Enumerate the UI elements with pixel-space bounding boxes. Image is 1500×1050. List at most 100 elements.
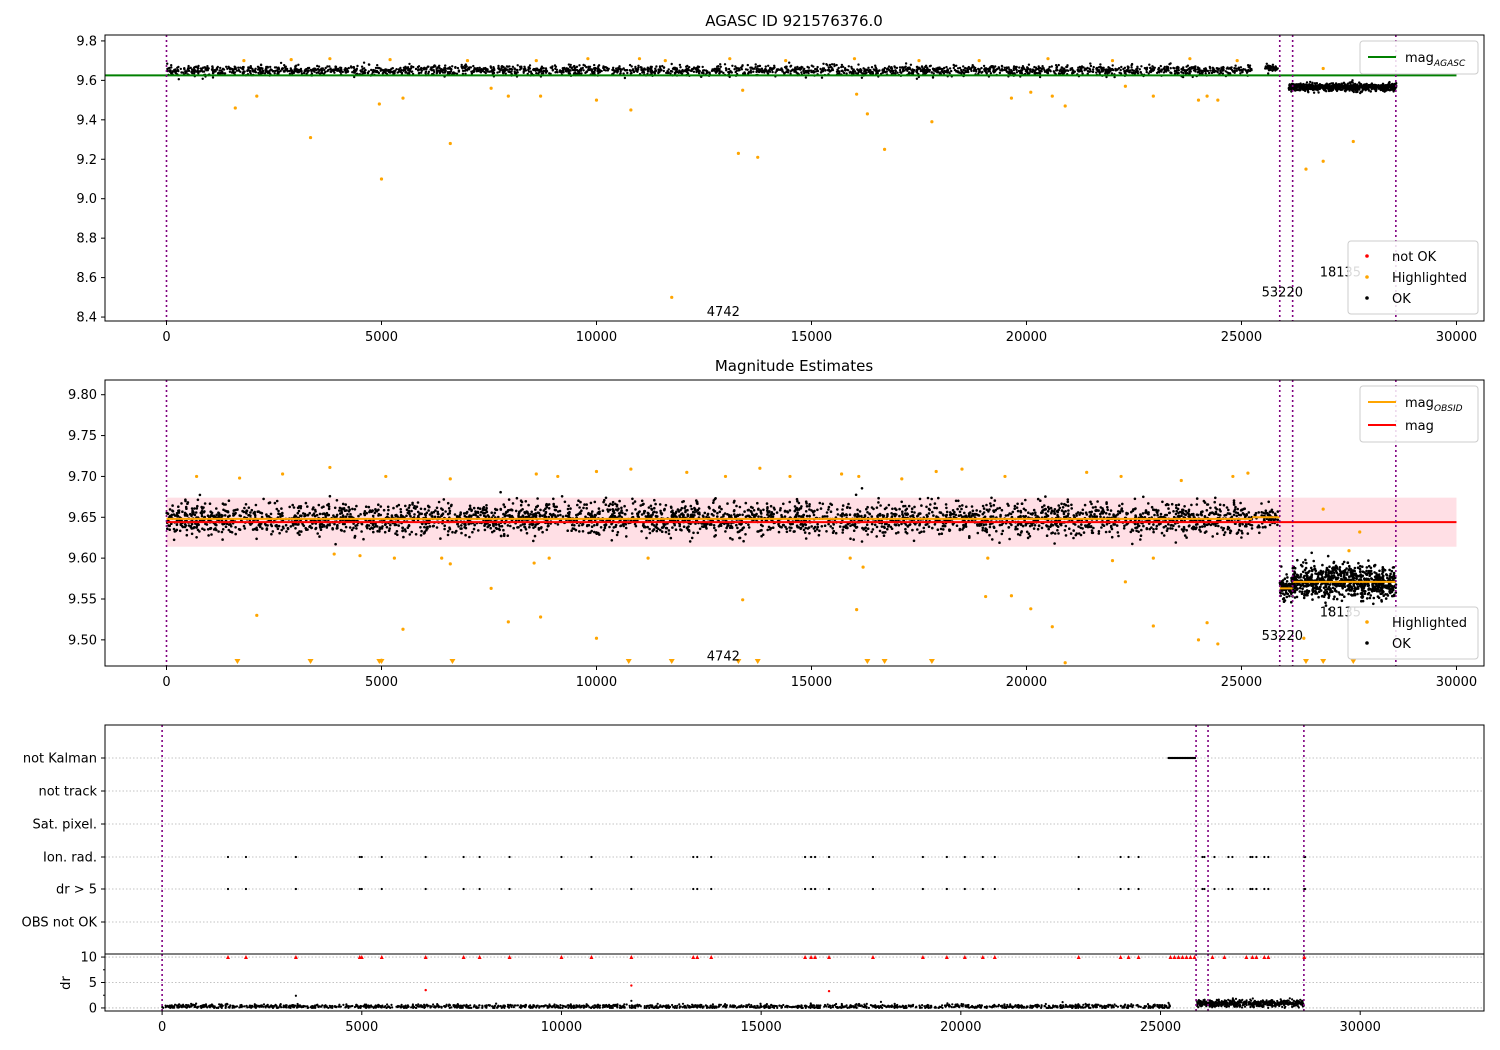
middle-ok-point	[1092, 526, 1095, 530]
top-ok-point	[890, 66, 893, 69]
top-ok-point	[1340, 85, 1344, 89]
top-ok-point	[1348, 85, 1351, 88]
middle-ok-point	[413, 504, 416, 508]
top-ok-point	[1200, 71, 1204, 75]
middle-ok-point	[1058, 506, 1062, 510]
top-ok-point	[1366, 86, 1369, 90]
top-ok-point	[1348, 89, 1351, 92]
top-ok-point	[690, 69, 693, 73]
middle-ok-point	[674, 528, 678, 531]
middle-ok-point	[765, 502, 769, 505]
top-ok-point	[642, 69, 645, 73]
top-ok-point	[346, 70, 350, 74]
top-ok-point	[819, 67, 822, 71]
top-ok-point	[414, 67, 418, 71]
top-ok-point	[800, 67, 803, 70]
middle-ok-point	[718, 510, 722, 514]
middle-ok-point	[487, 515, 491, 518]
top-ok-point	[1110, 72, 1114, 75]
top-ok-point	[1149, 66, 1152, 70]
top-ok-point	[1098, 71, 1102, 74]
middle-ok-point	[500, 524, 504, 528]
top-ok-point	[1272, 67, 1275, 70]
top-ok-point	[1062, 67, 1066, 70]
middle-ok-point	[832, 523, 835, 526]
middle-ok-point	[975, 509, 978, 512]
top-ok-point	[946, 71, 949, 74]
top-ok-point	[426, 65, 429, 68]
top-ok-point	[1001, 65, 1004, 68]
middle-ok-point	[383, 530, 387, 534]
middle-ok-point	[362, 537, 365, 541]
top-ok-point	[213, 69, 217, 72]
middle-ok-point	[788, 500, 791, 504]
top-ok-point	[168, 70, 171, 73]
top-ok-point	[1198, 67, 1201, 70]
top-ok-point	[807, 71, 810, 75]
top-ok-point	[430, 68, 433, 71]
middle-ok-point	[659, 528, 662, 532]
top-ok-point	[1058, 72, 1062, 75]
top-ok-point	[283, 66, 287, 69]
top-ok-point	[326, 69, 329, 73]
top-ok-point	[1038, 71, 1041, 74]
top-ok-point	[283, 69, 286, 73]
top-ok-point	[901, 66, 904, 69]
top-ok-point	[335, 68, 338, 71]
top-ok-point	[831, 68, 835, 72]
middle-ok-point	[961, 528, 964, 531]
top-ok-point	[859, 68, 862, 71]
middle-ok-point	[825, 515, 829, 518]
middle-ok-point	[757, 515, 760, 518]
middle-ok-point	[423, 525, 426, 529]
top-ok-point	[1219, 71, 1222, 74]
middle-ok-point	[1046, 510, 1050, 513]
top-ok-point	[406, 66, 410, 69]
middle-ok-point	[744, 533, 747, 536]
top-ok-point	[542, 70, 545, 73]
top-ok-point	[433, 70, 436, 74]
middle-ok-point	[1222, 527, 1226, 530]
top-line-legend: mag AGASC	[1359, 40, 1479, 75]
middle-ok-point	[712, 524, 716, 527]
top-ok-point	[626, 71, 629, 75]
top-ok-point	[1136, 70, 1140, 73]
top-ok-point	[829, 65, 832, 69]
top-ok-point	[1381, 89, 1385, 93]
top-ok-point	[1060, 70, 1063, 73]
top-ok-point	[1382, 84, 1386, 87]
top-ok-point	[502, 72, 505, 75]
middle-ok-point	[655, 529, 659, 533]
middle-ok-point	[566, 529, 569, 532]
top-ok-point	[697, 72, 701, 75]
top-ok-point	[457, 70, 461, 73]
top-ok-point	[288, 72, 292, 76]
top-highlighted-point	[663, 59, 667, 63]
middle-ok-point	[624, 526, 628, 530]
top-ok-point	[383, 69, 387, 73]
top-ok-point	[896, 71, 899, 74]
middle-ok-point	[795, 497, 799, 501]
middle-ok-point	[351, 507, 354, 511]
top-ok-point	[1293, 83, 1297, 86]
top-ok-point	[1222, 65, 1225, 69]
middle-ok-point	[405, 508, 409, 512]
top-highlighted-point	[1304, 167, 1308, 171]
middle-ok-point	[318, 512, 322, 516]
top-ok-point	[906, 69, 909, 73]
top-highlighted-point	[401, 96, 405, 100]
top-ok-point	[273, 72, 276, 75]
top-highlighted-point	[855, 92, 859, 96]
top-ok-point	[1012, 72, 1015, 75]
middle-ok-point	[468, 535, 471, 539]
middle-ok-point	[804, 510, 808, 513]
top-ok-point	[984, 67, 988, 70]
top-highlighted-point	[1321, 66, 1325, 71]
top-ok-point	[719, 65, 722, 69]
top-ok-point	[923, 71, 927, 74]
middle-ok-point	[799, 527, 802, 531]
top-ok-point	[654, 69, 658, 73]
top-ok-point	[1145, 68, 1148, 72]
top-ok-point	[254, 71, 258, 74]
top-ok-point	[593, 63, 596, 67]
